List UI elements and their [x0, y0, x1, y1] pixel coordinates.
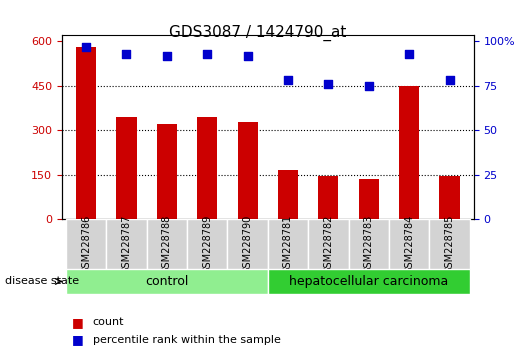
Point: [82, 44, 90, 50]
Text: GSM228782: GSM228782: [323, 215, 333, 274]
Point: [244, 53, 252, 58]
FancyBboxPatch shape: [66, 219, 106, 269]
Point: [284, 78, 292, 83]
Bar: [358, 179, 379, 219]
Point: [365, 83, 373, 88]
Point: [324, 81, 333, 87]
Bar: [318, 176, 338, 219]
Bar: [399, 86, 419, 219]
Text: GSM228788: GSM228788: [162, 215, 172, 274]
Text: GSM228790: GSM228790: [243, 215, 252, 274]
Text: GSM228783: GSM228783: [364, 215, 374, 274]
FancyBboxPatch shape: [268, 269, 470, 294]
FancyBboxPatch shape: [308, 219, 349, 269]
FancyBboxPatch shape: [106, 219, 147, 269]
Bar: [237, 121, 258, 219]
Point: [163, 53, 171, 58]
Text: GSM228785: GSM228785: [444, 215, 455, 274]
Text: GSM228781: GSM228781: [283, 215, 293, 274]
FancyBboxPatch shape: [187, 219, 228, 269]
FancyBboxPatch shape: [66, 269, 268, 294]
FancyBboxPatch shape: [268, 219, 308, 269]
Bar: [439, 176, 460, 219]
Text: disease state: disease state: [5, 276, 79, 286]
FancyBboxPatch shape: [147, 219, 187, 269]
Bar: [76, 47, 96, 219]
Bar: [197, 117, 217, 219]
FancyBboxPatch shape: [430, 219, 470, 269]
Point: [445, 78, 454, 83]
Text: hepatocellular carcinoma: hepatocellular carcinoma: [289, 275, 449, 288]
Bar: [116, 117, 136, 219]
Text: count: count: [93, 317, 124, 327]
FancyBboxPatch shape: [389, 219, 430, 269]
Text: ■: ■: [72, 316, 84, 329]
Bar: [278, 170, 298, 219]
Point: [405, 51, 414, 57]
Text: ■: ■: [72, 333, 84, 346]
Point: [203, 51, 211, 57]
Text: GSM228786: GSM228786: [81, 215, 91, 274]
Text: percentile rank within the sample: percentile rank within the sample: [93, 335, 281, 345]
Text: control: control: [145, 275, 188, 288]
Text: GSM228789: GSM228789: [202, 215, 212, 274]
Point: [122, 51, 130, 57]
FancyBboxPatch shape: [349, 219, 389, 269]
Text: GDS3087 / 1424790_at: GDS3087 / 1424790_at: [169, 25, 346, 41]
Text: GSM228784: GSM228784: [404, 215, 414, 274]
FancyBboxPatch shape: [228, 219, 268, 269]
Bar: [157, 125, 177, 219]
Text: GSM228787: GSM228787: [122, 215, 131, 274]
